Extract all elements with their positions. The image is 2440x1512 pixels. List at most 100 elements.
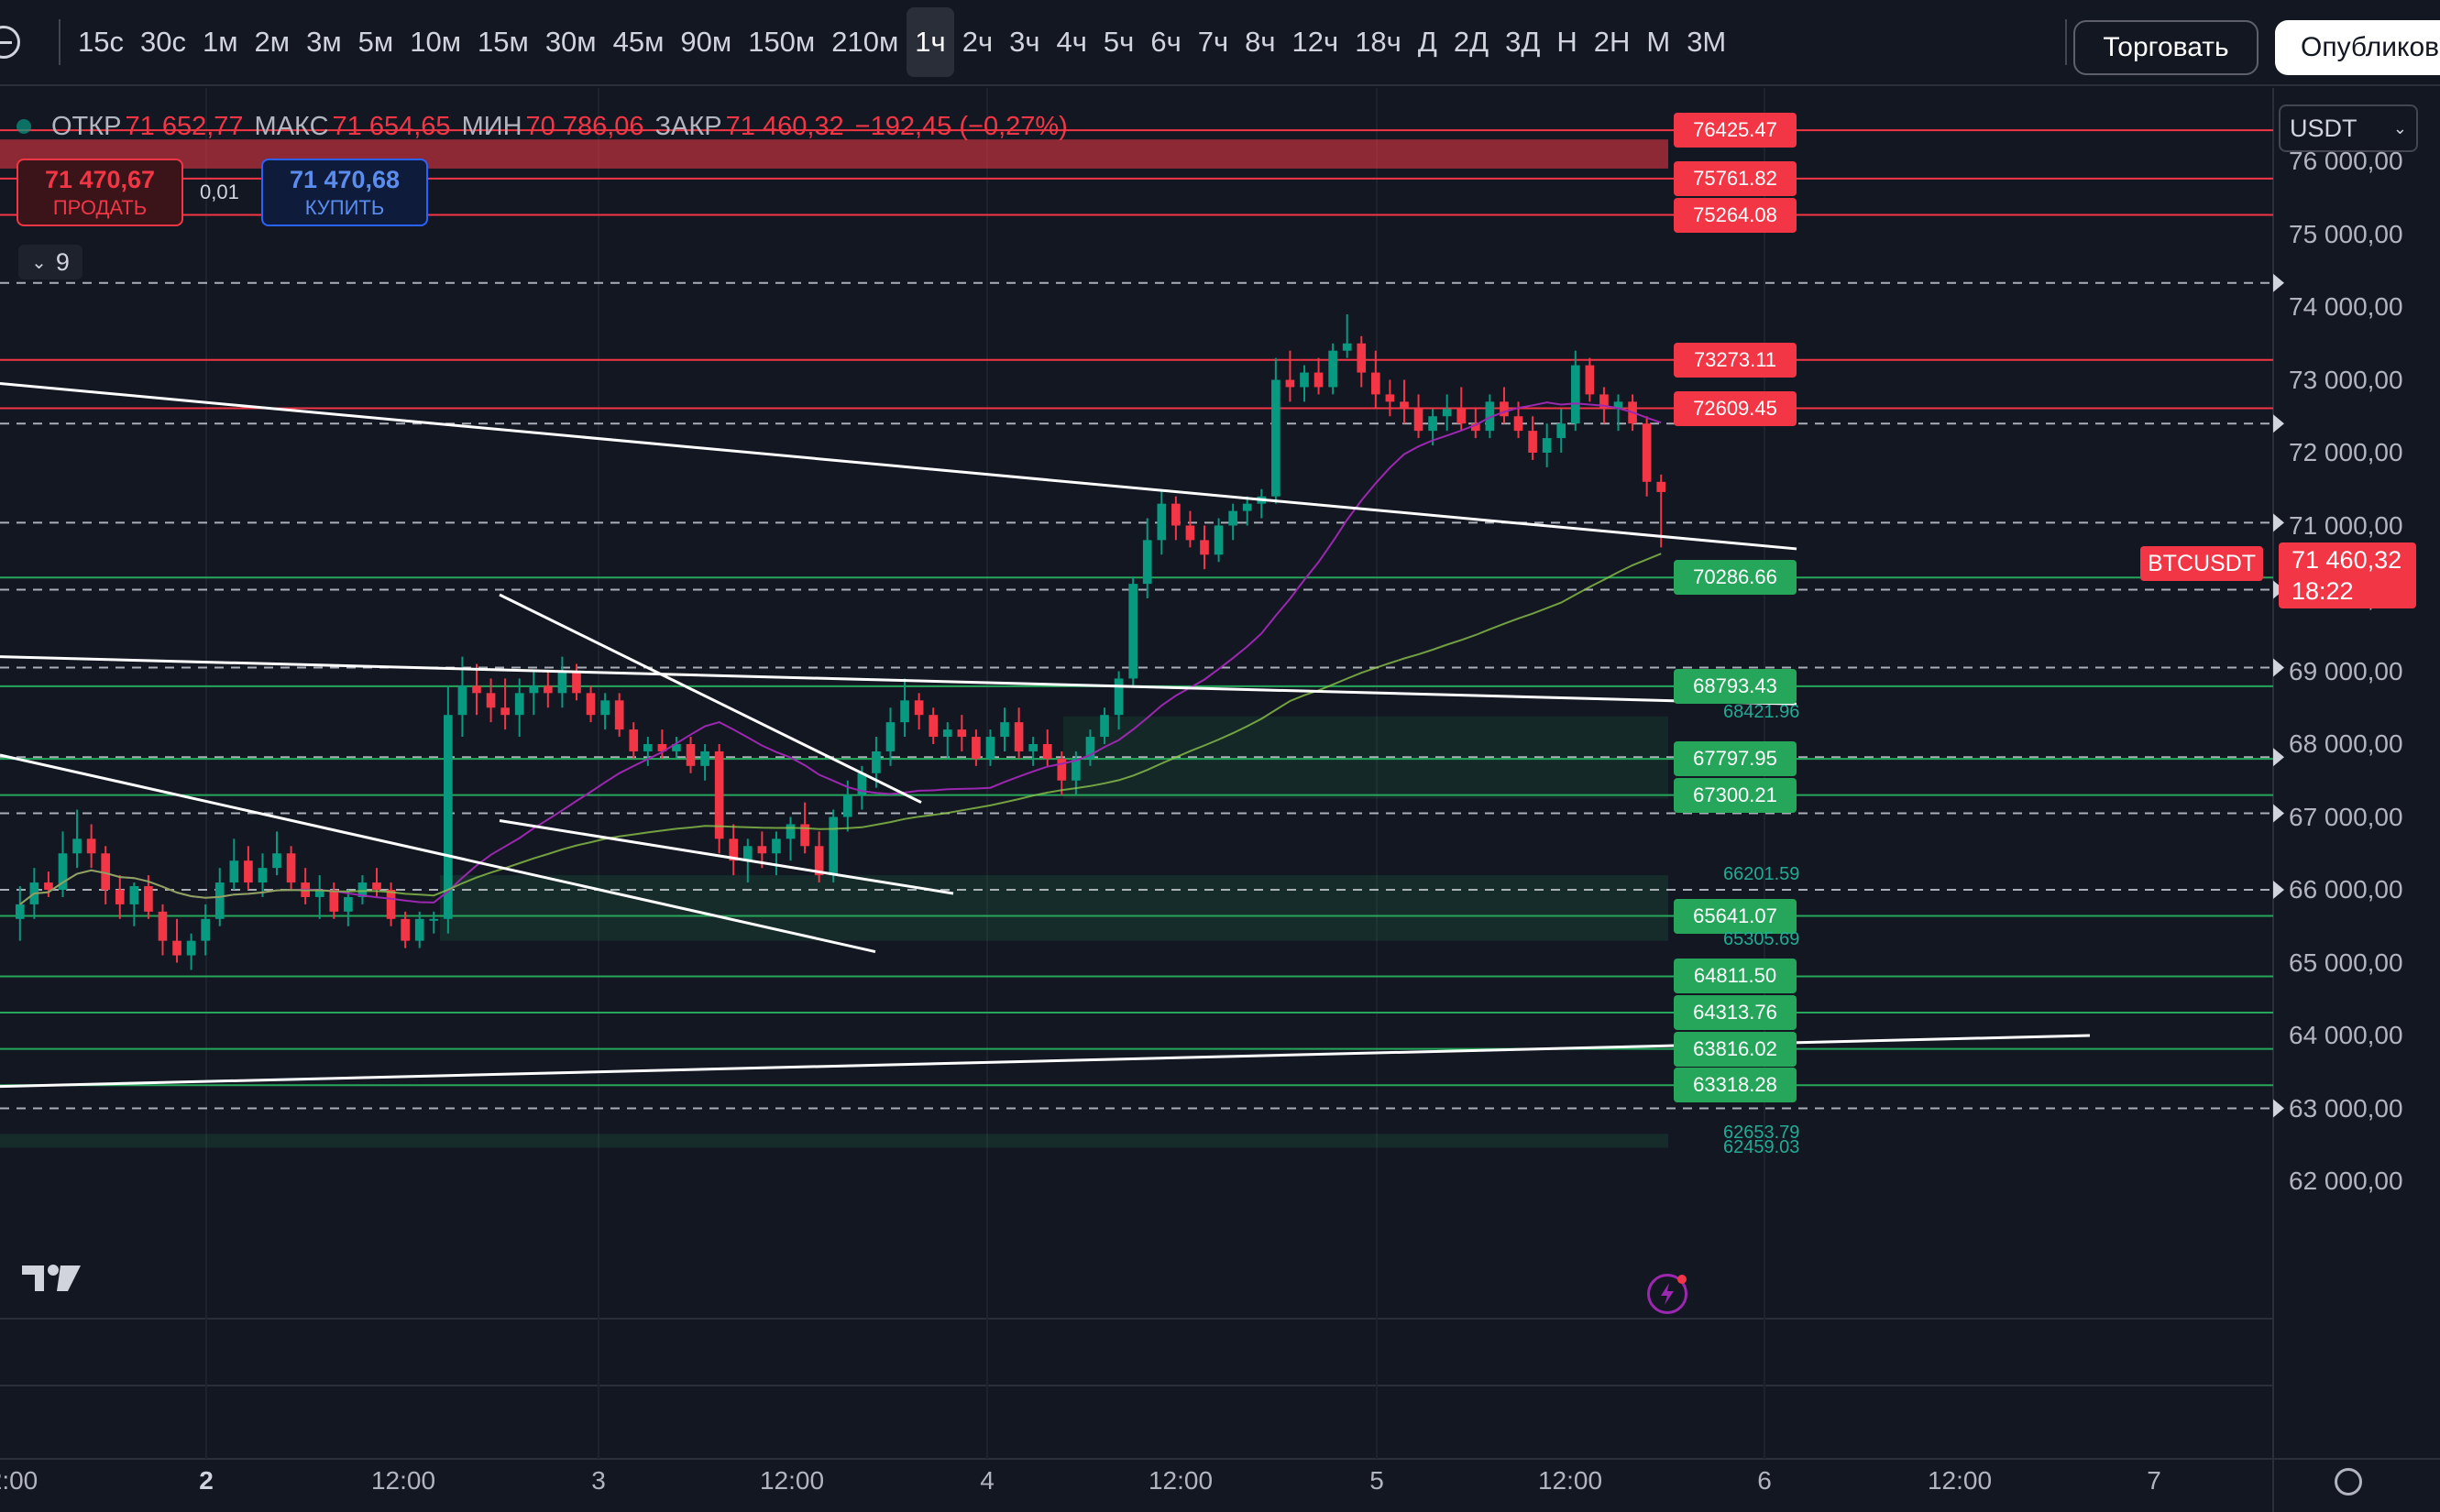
buy-button[interactable]: 71 470,68 КУПИТЬ — [261, 159, 428, 226]
trade-button[interactable]: Торговать — [2073, 20, 2259, 75]
lightning-icon[interactable] — [1647, 1274, 1687, 1314]
interval-5[interactable]: 5м — [357, 26, 394, 58]
level-arrow-2 — [2273, 513, 2284, 532]
support-level-tag[interactable]: 63318.28 — [1674, 1068, 1797, 1103]
candle-body-28 — [414, 918, 424, 941]
resistance-level-tag[interactable]: 75761.82 — [1674, 160, 1797, 196]
interval-12[interactable]: 210м — [831, 26, 899, 58]
candle-body-19 — [286, 853, 296, 883]
candle-body-100 — [1442, 409, 1452, 417]
interval-19[interactable]: 7ч — [1197, 26, 1229, 58]
time-tick-label: 7 — [2147, 1466, 2161, 1495]
level-arrow-1 — [2273, 414, 2284, 433]
interval-6[interactable]: 10м — [410, 26, 462, 58]
interval-7[interactable]: 15м — [478, 26, 529, 58]
price-tick-label: 76 000,00 — [2289, 147, 2403, 175]
resistance-level-tag[interactable]: 73273.11 — [1674, 342, 1797, 378]
price-tick-label: 62 000,00 — [2289, 1167, 2403, 1195]
candle-body-22 — [329, 890, 339, 912]
price-tick-label: 66 000,00 — [2289, 875, 2403, 904]
candle-body-86 — [1242, 503, 1252, 511]
support-level-tag[interactable]: 68793.43 — [1674, 668, 1797, 704]
level-arrow-7 — [2273, 881, 2284, 899]
interval-21[interactable]: 12ч — [1291, 26, 1339, 58]
interval-28[interactable]: М — [1646, 26, 1671, 58]
support-zone-mid — [440, 875, 1668, 941]
interval-17[interactable]: 5ч — [1103, 26, 1135, 58]
sell-price: 71 470,67 — [44, 166, 156, 193]
add-symbol-button[interactable] — [0, 0, 49, 85]
support-level-tag[interactable]: 65641.07 — [1674, 898, 1797, 934]
candle-body-78 — [1128, 584, 1138, 679]
candle-body-37 — [544, 685, 553, 694]
candle-body-84 — [1214, 525, 1224, 555]
candle-body-64 — [929, 715, 939, 738]
interval-list: 15с 30с 1м 2м 3м 5м 10м 15м 30м 45м 90м 150м 210м 1ч 2… — [70, 0, 1734, 85]
candle-body-98 — [1413, 409, 1423, 432]
resistance-level-tag[interactable]: 72609.45 — [1674, 390, 1797, 426]
interval-10[interactable]: 90м — [680, 26, 732, 58]
interval-25[interactable]: 3Д — [1505, 26, 1541, 58]
interval-15[interactable]: 3ч — [1009, 26, 1040, 58]
indicators-toggle[interactable]: ⌄ 9 — [18, 245, 82, 279]
zone-level-label: 66201.59 — [1723, 863, 1800, 884]
support-level-tag[interactable]: 63816.02 — [1674, 1031, 1797, 1067]
candle-body-48 — [700, 751, 709, 766]
candle-body-70 — [1014, 722, 1024, 751]
support-level-tag[interactable]: 67300.21 — [1674, 777, 1797, 813]
interval-0[interactable]: 15с — [78, 26, 124, 58]
time-tick-label: 12:00 — [1927, 1466, 1993, 1495]
interval-9[interactable]: 45м — [612, 26, 665, 58]
interval-18[interactable]: 6ч — [1150, 26, 1182, 58]
time-tick-label: 6 — [1757, 1466, 1772, 1495]
tradingview-logo-icon[interactable] — [20, 1260, 84, 1297]
support-level-tag[interactable]: 67797.95 — [1674, 741, 1797, 777]
interval-27[interactable]: 2Н — [1593, 26, 1631, 58]
support-level-tag[interactable]: 70286.66 — [1674, 560, 1797, 596]
price-chart[interactable] — [0, 88, 2440, 1512]
interval-16[interactable]: 4ч — [1056, 26, 1087, 58]
interval-24[interactable]: 2Д — [1453, 26, 1489, 58]
candle-body-71 — [1028, 744, 1039, 751]
change-value: −192,45 (−0,27%) — [854, 111, 1068, 141]
interval-11[interactable]: 150м — [748, 26, 816, 58]
candle-body-34 — [500, 707, 510, 716]
interval-2[interactable]: 1м — [202, 26, 238, 58]
currency-value: USDT — [2290, 114, 2358, 142]
interval-13[interactable]: 1ч — [907, 7, 954, 77]
currency-select[interactable]: USDT ⌄ — [2279, 104, 2418, 152]
sell-button[interactable]: 71 470,67 ПРОДАТЬ — [16, 159, 183, 226]
candle-body-38 — [557, 671, 567, 694]
close-label: ЗАКР — [654, 111, 722, 141]
zone-level-label: 62653.79 — [1723, 1123, 1800, 1144]
support-level-tag[interactable]: 64811.50 — [1674, 959, 1797, 994]
level-arrow-5 — [2273, 748, 2284, 767]
interval-14[interactable]: 2ч — [962, 26, 994, 58]
publish-button[interactable]: Опубликов — [2275, 20, 2440, 75]
interval-8[interactable]: 30м — [544, 26, 597, 58]
support-level-tag[interactable]: 64313.76 — [1674, 995, 1797, 1031]
interval-4[interactable]: 3м — [306, 26, 342, 58]
interval-29[interactable]: 3М — [1687, 26, 1727, 58]
interval-1[interactable]: 30с — [139, 26, 186, 58]
settings-gear-icon[interactable] — [2335, 1468, 2362, 1496]
level-arrow-4 — [2273, 658, 2284, 677]
interval-23[interactable]: Д — [1417, 26, 1437, 58]
chart-pane[interactable] — [0, 88, 2440, 1512]
interval-26[interactable]: Н — [1556, 26, 1577, 58]
candle-body-56 — [814, 846, 824, 876]
resistance-level-tag[interactable]: 76425.47 — [1674, 113, 1797, 148]
resistance-level-tag[interactable]: 75264.08 — [1674, 197, 1797, 233]
candle-body-81 — [1171, 503, 1181, 526]
interval-22[interactable]: 18ч — [1355, 26, 1401, 58]
support-zone-low — [0, 1134, 1668, 1148]
price-tick-label: 63 000,00 — [2289, 1093, 2403, 1123]
interval-20[interactable]: 8ч — [1245, 26, 1276, 58]
candle-body-24 — [357, 882, 368, 897]
level-arrow-8 — [2273, 1099, 2284, 1118]
candle-body-99 — [1428, 416, 1437, 432]
candle-body-47 — [686, 744, 696, 766]
high-label: МАКС — [254, 111, 329, 141]
interval-3[interactable]: 2м — [254, 26, 291, 58]
candle-body-55 — [800, 824, 809, 847]
